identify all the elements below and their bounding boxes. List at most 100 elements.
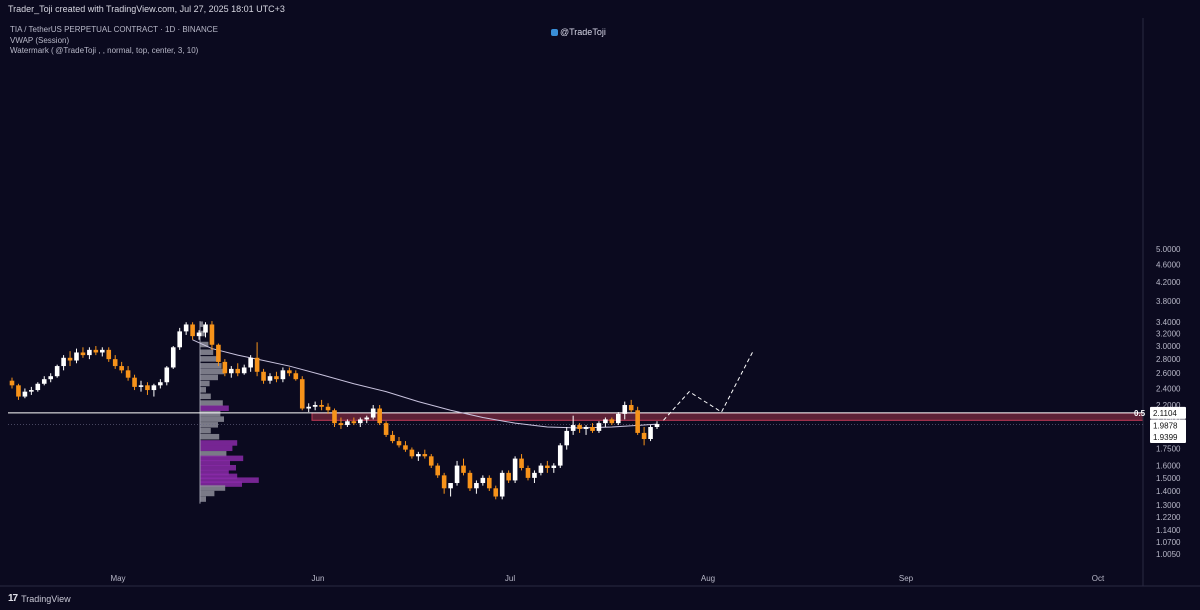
bull-candle[interactable] <box>596 423 602 431</box>
bear-candle[interactable] <box>261 371 266 381</box>
bear-candle[interactable] <box>403 445 408 450</box>
bear-candle[interactable] <box>299 379 305 409</box>
level-price-badge[interactable] <box>1150 406 1186 419</box>
bear-candle[interactable] <box>641 432 647 440</box>
bull-candle[interactable] <box>35 383 41 391</box>
bull-candle[interactable] <box>170 347 176 368</box>
bear-candle[interactable] <box>67 357 73 361</box>
bear-candle[interactable] <box>377 408 382 424</box>
bull-candle[interactable] <box>306 406 311 409</box>
bull-candle[interactable] <box>280 370 286 380</box>
bear-candle[interactable] <box>209 324 215 345</box>
bull-candle[interactable] <box>583 426 589 429</box>
bear-candle[interactable] <box>519 458 524 468</box>
bull-candle[interactable] <box>448 483 453 489</box>
bear-candle[interactable] <box>274 376 279 380</box>
bear-candle[interactable] <box>190 324 195 337</box>
resistance-zone[interactable] <box>311 412 1144 421</box>
bear-candle[interactable] <box>293 373 299 380</box>
bear-candle[interactable] <box>325 406 331 411</box>
bear-candle[interactable] <box>216 344 221 362</box>
bull-candle[interactable] <box>267 376 273 381</box>
bull-candle[interactable] <box>345 421 350 426</box>
bull-candle[interactable] <box>557 445 563 466</box>
bear-candle[interactable] <box>112 359 118 367</box>
bull-candle[interactable] <box>22 391 28 397</box>
bull-candle[interactable] <box>203 324 208 333</box>
bear-candle[interactable] <box>635 410 640 433</box>
bear-candle[interactable] <box>332 410 337 424</box>
bull-candle[interactable] <box>570 425 576 431</box>
bear-candle[interactable] <box>16 385 21 397</box>
bull-candle[interactable] <box>532 472 537 478</box>
bull-candle[interactable] <box>654 424 660 427</box>
bull-candle[interactable] <box>138 385 144 387</box>
bear-candle[interactable] <box>525 467 531 478</box>
bull-candle[interactable] <box>229 368 234 374</box>
bull-candle[interactable] <box>151 385 157 391</box>
tradingview-brand[interactable]: 17 TradingView <box>8 593 71 604</box>
bear-candle[interactable] <box>396 441 402 446</box>
bear-candle[interactable] <box>145 385 150 391</box>
bull-candle[interactable] <box>551 465 557 468</box>
bear-candle[interactable] <box>628 405 634 411</box>
bear-candle[interactable] <box>493 488 499 497</box>
bull-candle[interactable] <box>183 324 189 332</box>
indicator-vwap[interactable]: VWAP (Session) <box>10 35 70 45</box>
bull-candle[interactable] <box>416 454 421 457</box>
projection-path[interactable] <box>663 349 755 421</box>
bull-candle[interactable] <box>538 465 544 473</box>
bear-candle[interactable] <box>9 380 15 386</box>
bull-candle[interactable] <box>358 419 363 424</box>
bear-candle[interactable] <box>577 425 582 429</box>
bull-candle[interactable] <box>100 349 105 353</box>
bear-candle[interactable] <box>590 426 595 431</box>
bear-candle[interactable] <box>287 370 292 374</box>
bear-candle[interactable] <box>254 357 260 372</box>
indicator-watermark[interactable]: Watermark ( @TradeToji , , normal, top, … <box>10 46 199 55</box>
bear-candle[interactable] <box>461 465 466 473</box>
bull-candle[interactable] <box>499 472 505 497</box>
bear-candle[interactable] <box>93 349 99 353</box>
bull-candle[interactable] <box>41 379 47 384</box>
bull-candle[interactable] <box>312 405 318 407</box>
bear-candle[interactable] <box>80 352 86 356</box>
bull-candle[interactable] <box>248 357 253 368</box>
bull-candle[interactable] <box>241 367 247 374</box>
bull-candle[interactable] <box>61 357 66 367</box>
bull-candle[interactable] <box>480 477 486 484</box>
bear-candle[interactable] <box>609 419 615 424</box>
bear-candle[interactable] <box>132 377 137 387</box>
bear-candle[interactable] <box>428 456 434 466</box>
bear-candle[interactable] <box>545 465 550 468</box>
bear-candle[interactable] <box>422 454 428 457</box>
bull-candle[interactable] <box>616 413 621 424</box>
bear-candle[interactable] <box>441 475 447 489</box>
bull-candle[interactable] <box>164 367 170 383</box>
bear-candle[interactable] <box>409 449 415 457</box>
bear-candle[interactable] <box>319 405 324 407</box>
bull-candle[interactable] <box>370 408 376 418</box>
bear-candle[interactable] <box>467 472 473 489</box>
bull-candle[interactable] <box>622 405 628 414</box>
bear-candle[interactable] <box>222 361 228 374</box>
bear-candle[interactable] <box>119 366 124 371</box>
bull-candle[interactable] <box>474 483 479 489</box>
bull-candle[interactable] <box>364 417 370 420</box>
bear-candle[interactable] <box>235 368 241 374</box>
bear-candle[interactable] <box>487 477 492 489</box>
bear-candle[interactable] <box>338 423 344 426</box>
bull-candle[interactable] <box>564 430 569 446</box>
bull-candle[interactable] <box>196 332 202 337</box>
bull-candle[interactable] <box>74 352 79 361</box>
low-price-badge[interactable] <box>1150 430 1186 443</box>
bull-candle[interactable] <box>648 426 653 440</box>
bull-candle[interactable] <box>87 349 92 356</box>
bear-candle[interactable] <box>506 472 511 481</box>
price-chart[interactable]: 5.0000 4.6000 4.2000 3.8000 3.4000 3.2000 3.00… <box>0 0 1200 588</box>
symbol-title[interactable]: TIA / TetherUS PERPETUAL CONTRACT · 1D ·… <box>10 25 218 34</box>
bear-candle[interactable] <box>383 423 389 435</box>
bull-candle[interactable] <box>512 458 518 481</box>
bear-candle[interactable] <box>351 421 357 424</box>
bull-candle[interactable] <box>158 382 163 386</box>
